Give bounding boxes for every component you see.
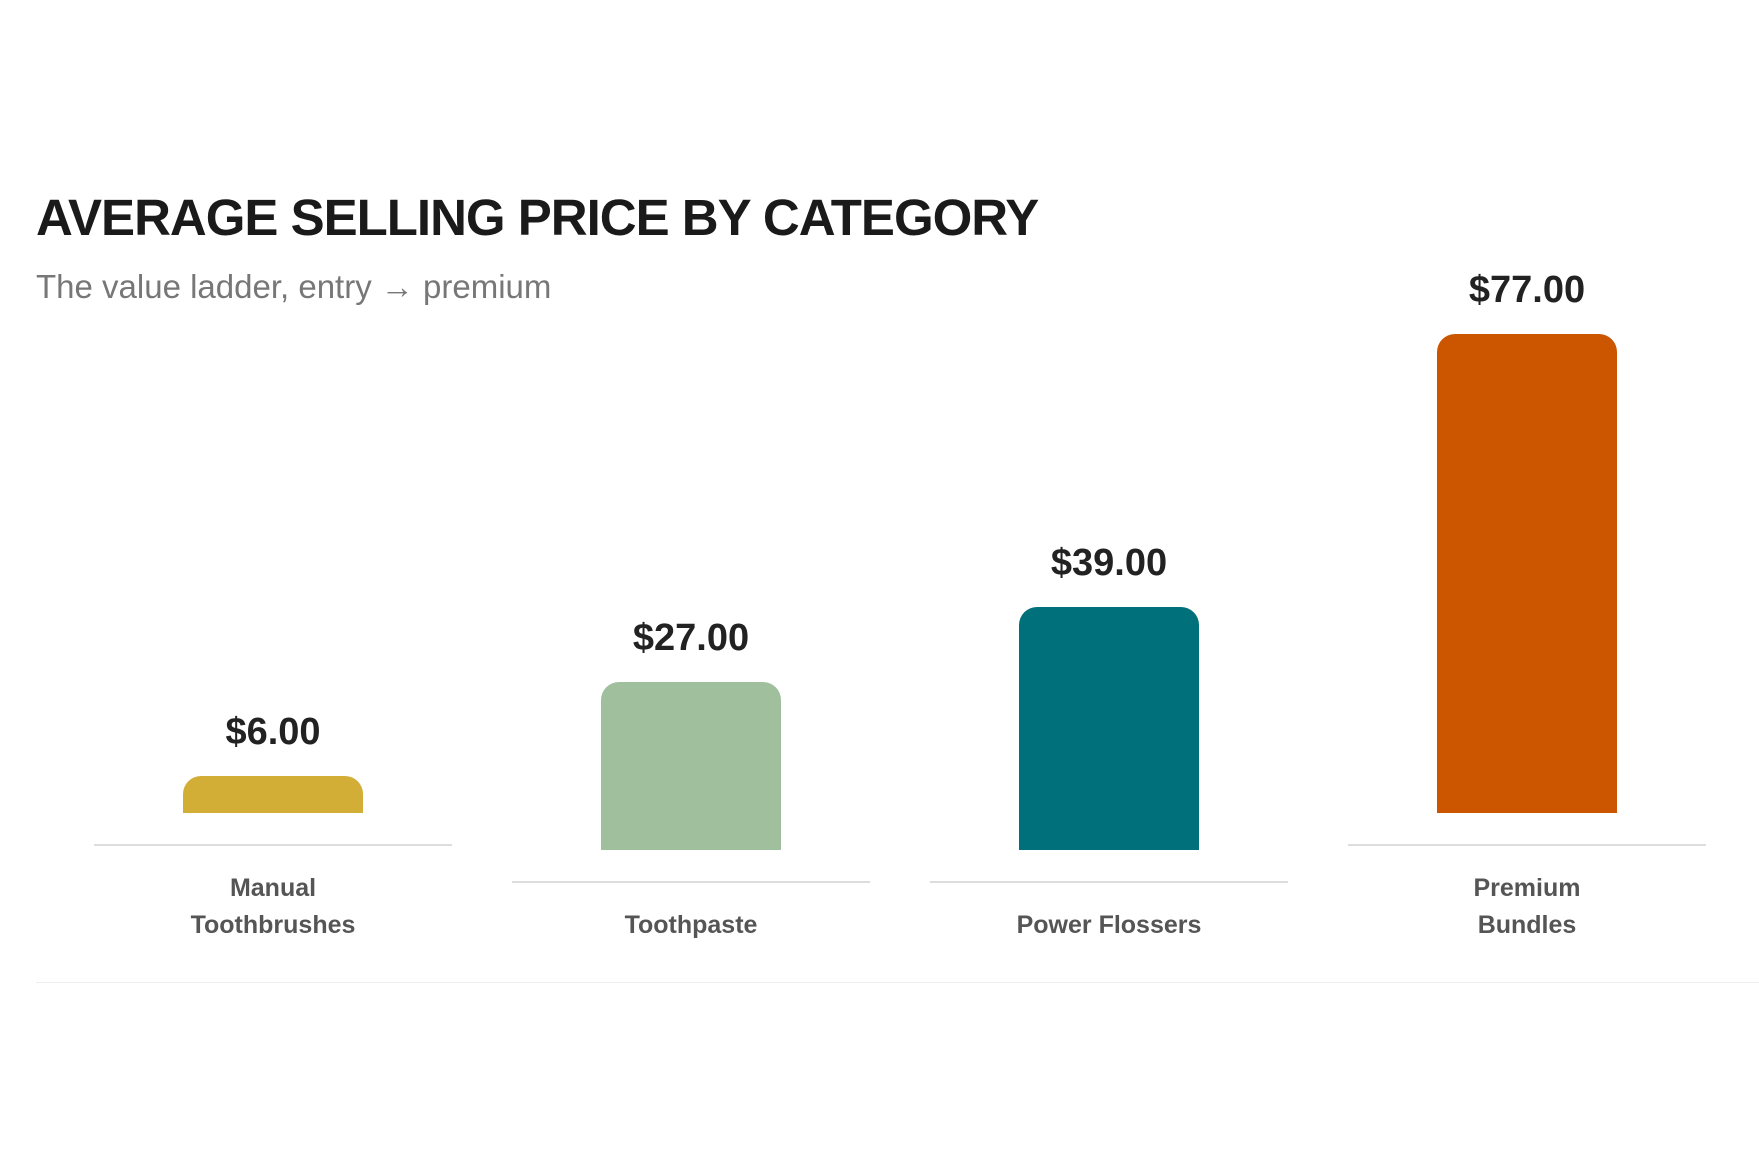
value-label: $6.00: [225, 710, 321, 753]
bar-column: $27.00 Toothpaste: [512, 617, 870, 944]
category-label: Premium Bundles: [1473, 874, 1581, 939]
plot-area: $6.00 Manual Toothbrushes $27.00 Toothpaste…: [94, 269, 1708, 944]
bar: [1019, 607, 1199, 850]
category-label: Toothpaste: [624, 911, 758, 939]
category-label: Manual Toothbrushes: [190, 874, 356, 939]
baseline: [512, 881, 870, 883]
category-label: Power Flossers: [1016, 911, 1202, 939]
baseline: [94, 844, 452, 846]
bar: [1437, 334, 1617, 813]
bottom-rule: [36, 982, 1759, 983]
bar: [183, 775, 363, 813]
value-label: $27.00: [632, 617, 750, 660]
value-label: $77.00: [1468, 269, 1586, 311]
value-label: $39.00: [1050, 542, 1168, 585]
baseline: [930, 881, 1288, 883]
chart-subtitle: The value ladder, entry → premium: [36, 268, 552, 305]
bar: [601, 682, 781, 850]
bar-column: $77.00 Premium Bundles: [1348, 269, 1706, 944]
chart-title: AVERAGE SELLING PRICE BY CATEGORY: [36, 189, 1039, 246]
bar-column: $39.00 Power Flossers: [930, 542, 1288, 944]
baseline: [1348, 844, 1706, 846]
bar-column: $6.00 Manual Toothbrushes: [94, 711, 452, 944]
